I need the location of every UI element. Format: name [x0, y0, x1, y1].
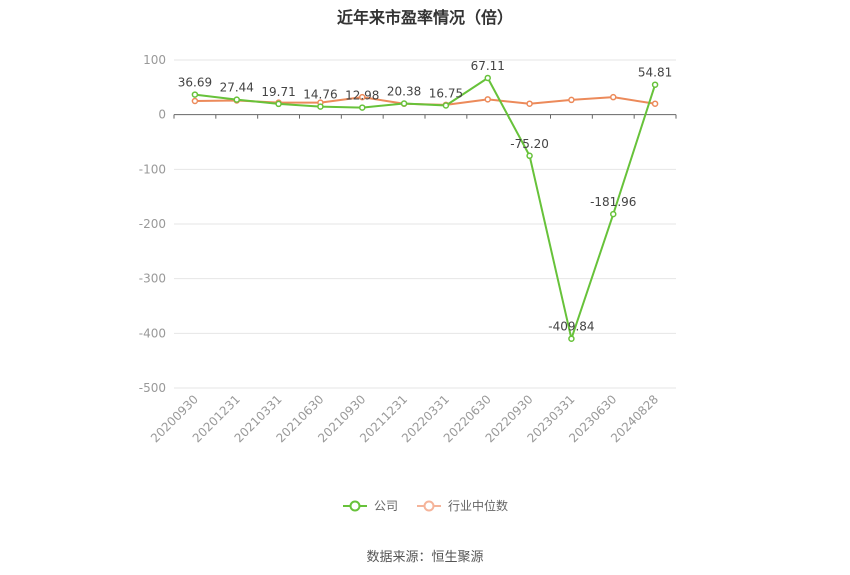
y-tick-label: -100 [139, 162, 166, 176]
data-label: -409.84 [548, 320, 594, 334]
legend-marker-company-icon [342, 500, 367, 511]
data-point-company[interactable] [359, 104, 366, 111]
legend-item-industry[interactable]: 行业中位数 [416, 497, 508, 514]
data-point-industry[interactable] [568, 96, 575, 104]
data-point-company[interactable] [400, 100, 408, 107]
data-point-company[interactable] [526, 152, 533, 160]
data-label: 14.76 [303, 88, 337, 102]
series-line-company [194, 76, 657, 340]
data-label: 67.11 [471, 59, 505, 73]
data-label: -181.96 [590, 195, 636, 209]
y-tick-label: -500 [139, 381, 166, 395]
data-point-company[interactable] [275, 100, 282, 108]
data-label: 12.98 [345, 89, 379, 103]
x-axis: 2020093020201231202103312021063020210930… [148, 114, 677, 445]
data-point-industry[interactable] [359, 93, 366, 101]
y-tick-label: 0 [158, 108, 166, 122]
data-label: 19.71 [261, 85, 295, 99]
legend: 公司 行业中位数 [0, 497, 850, 514]
data-label: 54.81 [638, 66, 672, 80]
data-point-company[interactable] [191, 91, 199, 98]
data-label: 16.75 [429, 87, 463, 101]
legend-item-company[interactable]: 公司 [342, 497, 398, 514]
data-source: 数据来源：恒生聚源 [366, 550, 484, 565]
y-tick-label: -200 [139, 217, 166, 231]
grid-lines [174, 59, 676, 389]
y-tick-label: -400 [139, 326, 166, 340]
legend-label-industry: 行业中位数 [448, 499, 509, 513]
data-label: 36.69 [178, 76, 212, 90]
data-point-company[interactable] [568, 335, 575, 342]
data-label: 27.44 [220, 81, 254, 95]
data-label: 20.38 [387, 85, 421, 99]
data-point-company[interactable] [484, 74, 491, 82]
data-point-company[interactable] [610, 210, 617, 218]
data-point-company[interactable] [651, 81, 659, 88]
data-labels: 36.69 27.44 19.71 14.76 12.98 20.38 16.75 67.11… [178, 59, 673, 334]
data-point-industry[interactable] [526, 100, 533, 107]
legend-label-company: 公司 [373, 499, 398, 513]
y-tick-label: -300 [139, 272, 166, 286]
legend-marker-industry-icon [417, 500, 441, 511]
y-axis: 100 0 -100 -200 -300 -400 -500 [139, 53, 166, 395]
data-point-industry[interactable] [191, 97, 199, 105]
data-point-industry[interactable] [484, 96, 491, 103]
line-chart: 100 0 -100 -200 -300 -400 -500 202009302020123… [139, 53, 677, 445]
data-point-industry[interactable] [651, 100, 659, 107]
data-label: -75.20 [510, 137, 549, 151]
data-point-company[interactable] [317, 103, 324, 110]
data-point-company[interactable] [442, 102, 450, 109]
chart-title: 近年来市盈率情况（倍） [336, 8, 513, 27]
data-point-company[interactable] [233, 96, 240, 103]
series-group [191, 74, 659, 342]
data-point-industry[interactable] [610, 93, 617, 101]
y-tick-label: 100 [143, 53, 166, 67]
